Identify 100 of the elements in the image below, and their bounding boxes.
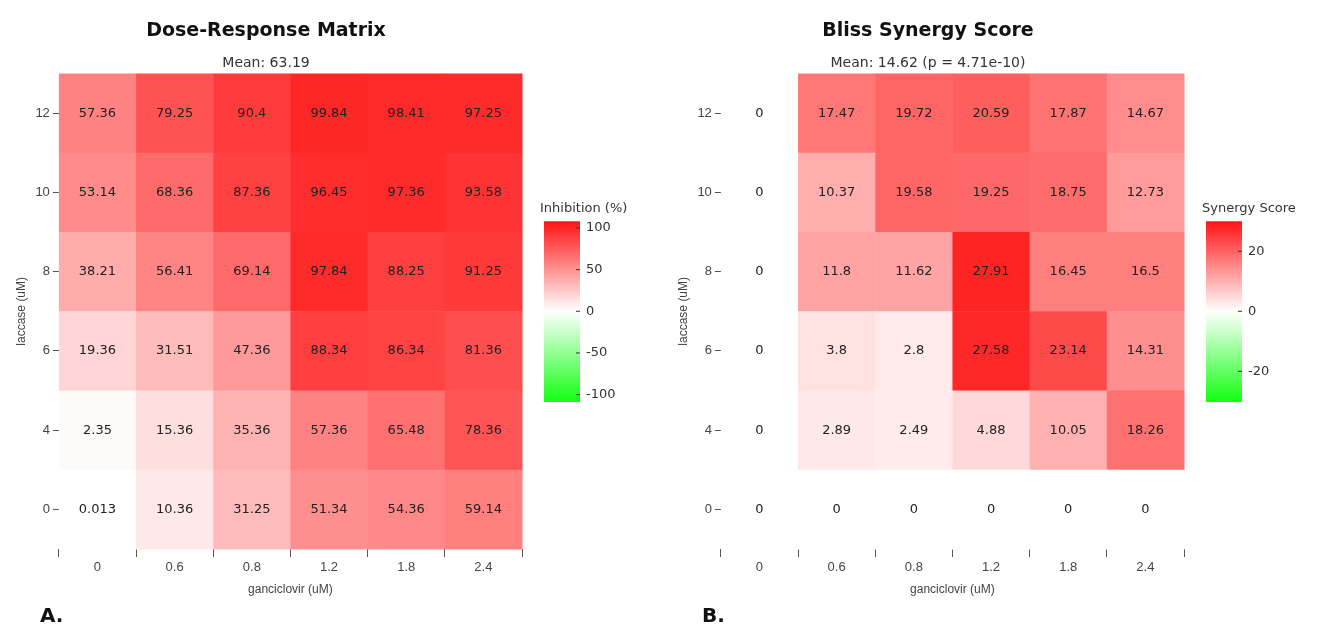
data-label: 98.41	[387, 104, 425, 120]
y-tick-label: 12	[35, 104, 50, 120]
data-label: 38.21	[78, 263, 117, 279]
data-label: 68.36	[156, 183, 194, 199]
data-label: 3.8	[826, 342, 847, 358]
data-label: 27.91	[972, 263, 1010, 279]
data-label: 0	[755, 421, 764, 437]
y-tick-label: 0	[42, 500, 50, 516]
data-label: 19.36	[78, 342, 117, 358]
data-label: 0	[1064, 500, 1073, 516]
color-bar-label: -50	[586, 344, 608, 360]
data-label: 18.75	[1049, 183, 1087, 199]
legend-title: Inhibition (%)	[540, 200, 628, 216]
chart-subtitle: Mean: 14.62 (p = 4.71e-10)	[830, 53, 1026, 70]
y-tick-label: 12	[697, 104, 712, 120]
data-label: 91.25	[464, 263, 503, 279]
x-tick-label: 1.8	[397, 559, 416, 575]
data-label: 19.25	[972, 183, 1010, 199]
x-tick-label: 0	[93, 559, 102, 575]
data-label: 2.35	[82, 421, 112, 437]
data-label: 93.58	[464, 183, 503, 199]
data-label: 99.84	[310, 104, 348, 120]
x-axis-title: ganciclovir (uM)	[248, 582, 333, 597]
x-tick-label: 2.4	[1136, 559, 1155, 575]
legend-title: Synergy Score	[1202, 200, 1296, 216]
y-tick-label: 10	[697, 184, 712, 200]
data-label: 0.013	[78, 500, 117, 516]
data-label: 57.36	[310, 421, 348, 437]
data-label: 0	[1141, 500, 1150, 516]
x-axis-title: ganciclovir (uM)	[910, 582, 995, 597]
data-label: 88.25	[387, 263, 425, 279]
data-label: 11.62	[895, 263, 933, 279]
x-tick-label: 0.6	[165, 559, 184, 575]
data-label: 54.36	[387, 500, 425, 516]
data-label: 57.36	[78, 104, 117, 120]
data-label: 79.25	[156, 104, 194, 120]
data-label: 69.14	[233, 263, 271, 279]
chart-title: Bliss Synergy Score	[822, 18, 1034, 41]
color-bar-label: 50	[586, 261, 603, 277]
data-label: 31.25	[233, 500, 271, 516]
data-label: 14.67	[1126, 104, 1165, 120]
data-label: 86.34	[387, 342, 425, 358]
data-label: 0	[909, 500, 918, 516]
color-bar-label: 0	[1248, 302, 1257, 318]
color-bar-label: -100	[586, 386, 616, 402]
data-label: 47.36	[233, 342, 271, 358]
color-bar-label: 100	[586, 219, 611, 235]
data-label: 88.34	[310, 342, 348, 358]
data-label: 0	[755, 183, 764, 199]
data-label: 0	[755, 263, 764, 279]
data-label: 27.58	[972, 342, 1010, 358]
data-label: 16.5	[1130, 263, 1160, 279]
data-label: 31.51	[156, 342, 194, 358]
color-bar-label: 20	[1248, 242, 1265, 258]
data-label: 0	[755, 104, 764, 120]
data-label: 51.34	[310, 500, 348, 516]
color-bar-label: 0	[586, 302, 595, 318]
data-label: 81.36	[464, 342, 503, 358]
y-tick-label: 10	[35, 184, 50, 200]
data-label: 14.31	[1126, 342, 1165, 358]
data-label: 20.59	[972, 104, 1010, 120]
data-label: 18.26	[1126, 421, 1165, 437]
data-label: 90.4	[237, 104, 267, 120]
data-label: 11.8	[822, 263, 852, 279]
data-label: 12.73	[1126, 183, 1165, 199]
x-tick-label: 1.2	[981, 559, 1001, 575]
y-tick-label: 4	[42, 421, 50, 437]
data-label: 0	[755, 500, 764, 516]
data-label: 87.36	[233, 183, 271, 199]
x-tick-label: 0.8	[242, 559, 261, 575]
data-label: 0	[755, 342, 764, 358]
y-tick-label: 6	[704, 342, 712, 358]
data-label: 35.36	[233, 421, 271, 437]
data-label: 65.48	[387, 421, 425, 437]
x-tick-label: 0	[755, 559, 764, 575]
data-label: 19.72	[895, 104, 933, 120]
data-label: 78.36	[464, 421, 503, 437]
data-label: 0	[832, 500, 841, 516]
data-label: 17.47	[818, 104, 856, 120]
data-label: 97.36	[387, 183, 425, 199]
y-tick-label: 6	[42, 342, 50, 358]
x-tick-label: 2.4	[474, 559, 493, 575]
data-label: 16.45	[1049, 263, 1087, 279]
chart-title: Dose-Response Matrix	[146, 18, 386, 41]
data-label: 97.25	[464, 104, 503, 120]
y-tick-label: 0	[704, 500, 712, 516]
y-tick-label: 8	[42, 263, 50, 279]
y-tick-label: 8	[704, 263, 712, 279]
color-bar-label: -20	[1248, 362, 1270, 378]
data-label: 59.14	[464, 500, 503, 516]
data-label: 23.14	[1049, 342, 1087, 358]
data-label: 2.8	[903, 342, 925, 358]
y-axis-title: laccase (uM)	[675, 276, 690, 346]
data-label: 2.89	[822, 421, 852, 437]
data-label: 2.49	[899, 421, 929, 437]
text: B.	[702, 603, 725, 628]
data-label: 53.14	[78, 183, 117, 199]
data-label: 10.37	[818, 183, 856, 199]
data-label: 56.41	[156, 263, 194, 279]
x-tick-label: 0.6	[827, 559, 846, 575]
